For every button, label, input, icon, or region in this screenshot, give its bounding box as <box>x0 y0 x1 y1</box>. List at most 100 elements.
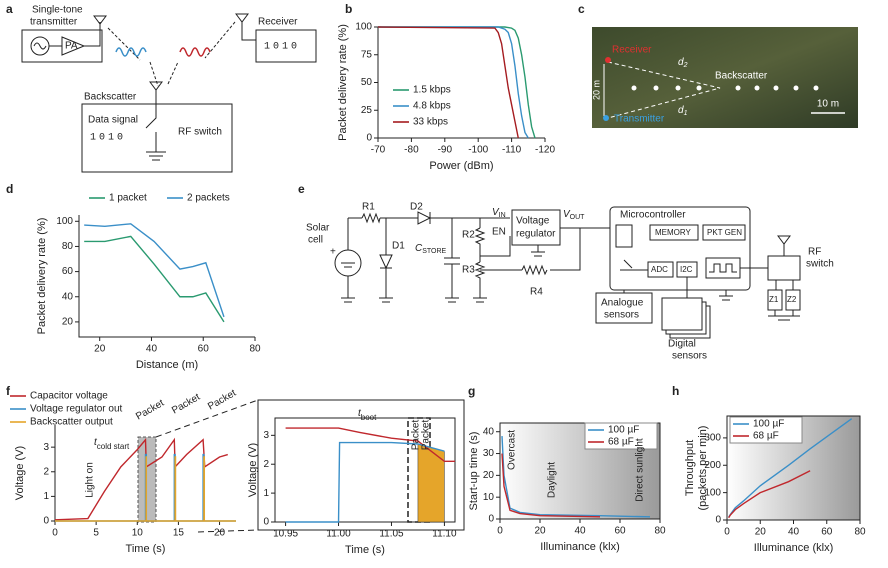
label: sensors <box>604 310 639 321</box>
x-axis-label: Illuminance (klx) <box>754 542 833 554</box>
x-axis-label: Time (s) <box>345 544 385 556</box>
legend-label: Voltage regulator out <box>30 404 123 415</box>
y-tick-label: 0 <box>263 517 269 528</box>
label: STORE <box>422 248 446 255</box>
y-tick-label: 20 <box>62 317 74 328</box>
legend-label: Capacitor voltage <box>30 391 108 402</box>
wave <box>179 47 211 57</box>
y-tick-label: 100 <box>355 22 372 33</box>
x-tick-label: -90 <box>438 145 453 156</box>
line <box>378 26 536 139</box>
annotation: tcold start <box>94 437 130 451</box>
label: + <box>330 247 336 258</box>
photo <box>592 27 858 128</box>
x-tick-label: 0 <box>497 526 503 537</box>
box <box>705 257 741 279</box>
line <box>501 453 601 518</box>
legend-label: 68 µF <box>753 431 779 442</box>
line <box>285 441 445 523</box>
x-tick-label: 20 <box>94 344 106 355</box>
label: 10 m <box>817 99 839 110</box>
wire <box>33 15 107 56</box>
label: Single-tone <box>32 5 83 16</box>
line <box>55 456 236 522</box>
legend-label: 4.8 kbps <box>413 101 451 112</box>
diagram-a: Single-tone transmitter PA Receiver 1010… <box>21 5 317 173</box>
wire <box>620 259 768 301</box>
label: d2 <box>678 57 688 70</box>
y-axis-label: Voltage (V) <box>247 443 259 497</box>
label: R4 <box>530 287 543 298</box>
legend-label: 100 µF <box>608 425 639 436</box>
label: OUT <box>570 214 586 221</box>
y-axis-label: Start-up time (s) <box>468 432 480 511</box>
label: Data signal <box>88 115 138 126</box>
x-tick-label: 20 <box>214 528 226 539</box>
chart: -70 -80 -90 -100 -110 -120 0 25 50 75 100 Power (dB… <box>337 22 556 172</box>
label: V <box>492 207 500 218</box>
icon <box>615 224 633 248</box>
path <box>607 61 721 119</box>
y-tick-label: 1 <box>263 488 269 499</box>
x-tick-label: 80 <box>854 527 866 538</box>
label: IN <box>499 212 506 219</box>
panel-label: c <box>578 2 585 16</box>
symbol <box>341 262 355 268</box>
annotation: t <box>94 437 98 448</box>
y-tick-label: 40 <box>483 426 495 437</box>
zoom-lines <box>155 399 259 533</box>
panel-label: d <box>6 182 13 196</box>
y-tick-label: 0 <box>366 133 372 144</box>
x-tick-label: 15 <box>173 528 185 539</box>
y-tick-label: 50 <box>361 77 373 88</box>
annotation: Direct sunlight <box>635 438 646 502</box>
panel-label: g <box>468 384 475 398</box>
y-axis-label: (packets per min) <box>697 426 709 511</box>
label: transmitter <box>30 17 78 28</box>
y-tick-label: 30 <box>483 448 495 459</box>
box <box>785 289 801 311</box>
y-tick-label: 0 <box>43 516 49 527</box>
backscatter-dots <box>631 85 819 91</box>
y-axis-label: Voltage (V) <box>14 446 26 500</box>
x-tick-label: 20 <box>534 526 546 537</box>
label: regulator <box>516 229 556 240</box>
x-tick-label: -100 <box>468 145 488 156</box>
label: Digital <box>668 339 696 350</box>
x-tick-label: 11.10 <box>432 529 457 540</box>
chart: 0 20 40 60 80 0 10 20 30 40 Illuminance (klx) Start… <box>468 422 666 553</box>
y-tick-label: 200 <box>704 460 721 471</box>
legend-label: 1.5 kbps <box>413 85 451 96</box>
label: Analogue <box>601 298 644 309</box>
x-tick-label: 10.95 <box>273 529 298 540</box>
chart: 10.95 11.00 11.05 11.10 0 1 2 3 Time (s) Voltage … <box>247 408 457 556</box>
x-tick-label: 0 <box>52 528 58 539</box>
legend-label: 68 µF <box>608 437 634 448</box>
line <box>84 235 225 323</box>
label: ADC <box>651 265 668 274</box>
y-tick-label: 300 <box>704 433 721 444</box>
annotation: Packet <box>411 419 422 450</box>
x-axis-label: Distance (m) <box>136 359 198 371</box>
y-tick-label: 80 <box>62 241 74 252</box>
annotation: boot <box>361 413 377 422</box>
label: PA <box>65 41 78 52</box>
annotation: Packet <box>134 398 166 423</box>
label: RF switch <box>178 127 222 138</box>
y-tick-label: 10 <box>483 492 495 503</box>
label: switch <box>806 259 834 270</box>
zoom-frame <box>257 399 465 531</box>
bits: 1010 <box>90 133 126 144</box>
x-tick-label: 5 <box>93 528 99 539</box>
panel-label: h <box>672 384 679 398</box>
label: D1 <box>392 241 405 252</box>
chart: 0 20 40 60 80 0 100 200 300 Illuminance (klx) Thro… <box>684 415 866 554</box>
x-axis-label: Time (s) <box>126 543 166 555</box>
label: 1 <box>684 110 688 117</box>
axes <box>78 215 255 338</box>
box <box>767 289 783 311</box>
wire <box>341 217 610 303</box>
x-tick-label: -70 <box>371 145 386 156</box>
y-tick-label: 25 <box>361 105 373 116</box>
y-tick-label: 60 <box>62 266 74 277</box>
